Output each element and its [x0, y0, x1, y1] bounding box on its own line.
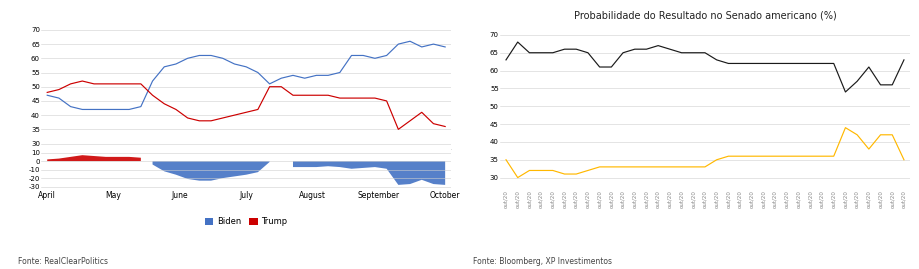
Text: Fonte: RealClearPolitics: Fonte: RealClearPolitics	[18, 257, 108, 266]
Legend: Biden, Trump: Biden, Trump	[202, 214, 290, 230]
Text: Fonte: Bloomberg, XP Investimentos: Fonte: Bloomberg, XP Investimentos	[473, 257, 612, 266]
Title: Probabilidade do Resultado no Senado americano (%): Probabilidade do Resultado no Senado ame…	[573, 11, 836, 21]
